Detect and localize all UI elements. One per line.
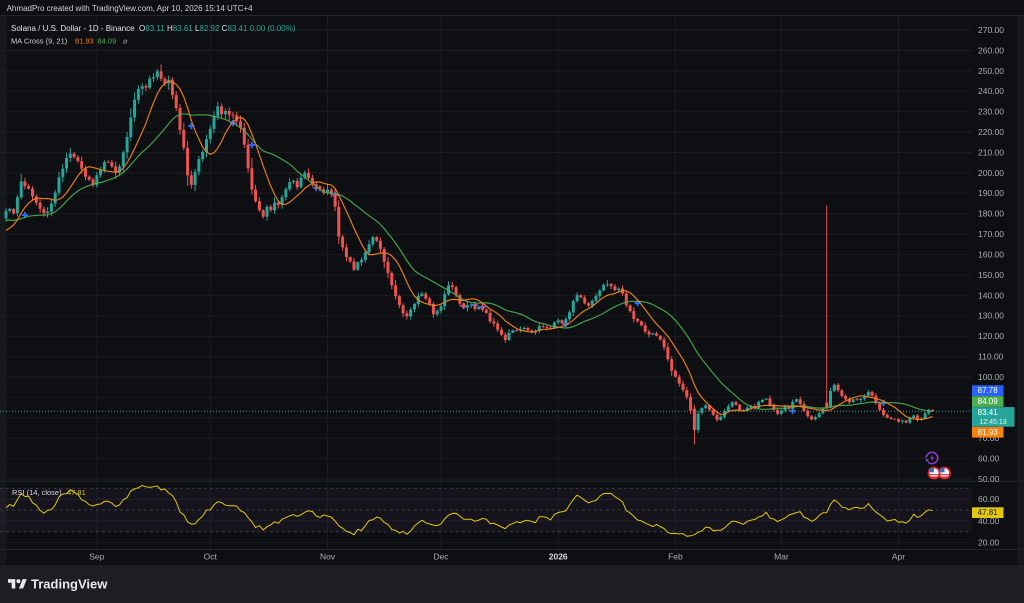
svg-text:250.00: 250.00: [978, 66, 1004, 76]
svg-text:60.00: 60.00: [978, 494, 1000, 504]
svg-text:Mar: Mar: [774, 552, 789, 562]
svg-text:230.00: 230.00: [978, 107, 1004, 117]
svg-text:40.00: 40.00: [978, 516, 1000, 526]
svg-text:120.00: 120.00: [978, 331, 1004, 341]
svg-text:190.00: 190.00: [978, 188, 1004, 198]
svg-text:130.00: 130.00: [978, 311, 1004, 321]
svg-text:60.00: 60.00: [978, 454, 1000, 464]
svg-text:220.00: 220.00: [978, 127, 1004, 137]
svg-text:83.41: 83.41: [978, 408, 999, 417]
svg-text:Oct: Oct: [204, 552, 218, 562]
svg-text:20.00: 20.00: [978, 538, 1000, 548]
svg-text:2026: 2026: [549, 552, 568, 562]
svg-text:RSI (14, close)47.81: RSI (14, close) 47.81: [12, 488, 86, 497]
svg-text:260.00: 260.00: [978, 45, 1004, 55]
svg-text:150.00: 150.00: [978, 270, 1004, 280]
svg-text:Solana / U.S. Dollar - 1D - Bi: Solana / U.S. Dollar - 1D - Binance O83.…: [11, 24, 296, 33]
svg-text:Dec: Dec: [433, 552, 449, 562]
svg-text:47.81: 47.81: [978, 508, 999, 517]
svg-text:TradingView: TradingView: [31, 577, 108, 592]
svg-text:170.00: 170.00: [978, 229, 1004, 239]
svg-text:84.09: 84.09: [978, 397, 999, 406]
svg-text:12:45:13: 12:45:13: [979, 419, 1006, 426]
svg-text:210.00: 210.00: [978, 147, 1004, 157]
svg-text:200.00: 200.00: [978, 168, 1004, 178]
svg-text:50.00: 50.00: [978, 474, 1000, 484]
svg-text:81.93: 81.93: [978, 428, 999, 437]
svg-text:AhmadPro created with TradingV: AhmadPro created with TradingView.com, A…: [7, 4, 254, 13]
svg-text:87.78: 87.78: [978, 386, 999, 395]
svg-text:270.00: 270.00: [978, 25, 1004, 35]
svg-text:Sep: Sep: [89, 552, 104, 562]
svg-text:70.00: 70.00: [978, 433, 1000, 443]
svg-text:140.00: 140.00: [978, 290, 1004, 300]
svg-text:240.00: 240.00: [978, 86, 1004, 96]
svg-text:100.00: 100.00: [978, 372, 1004, 382]
svg-text:160.00: 160.00: [978, 250, 1004, 260]
svg-text:180.00: 180.00: [978, 209, 1004, 219]
svg-text:Nov: Nov: [320, 552, 336, 562]
svg-text:Apr: Apr: [892, 552, 905, 562]
svg-text:Feb: Feb: [668, 552, 683, 562]
svg-text:110.00: 110.00: [978, 352, 1004, 362]
